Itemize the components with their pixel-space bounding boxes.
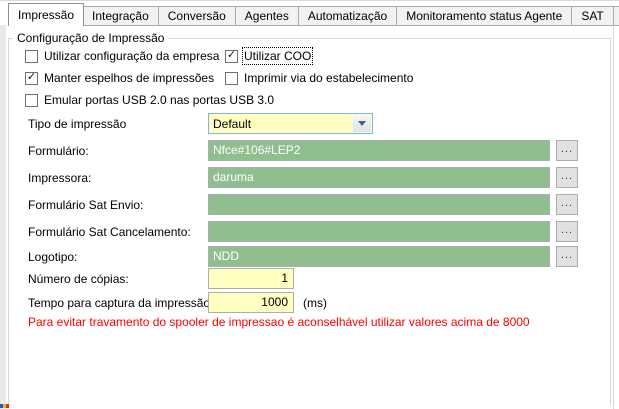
groupbox-title: Configuração de Impressão: [13, 31, 169, 45]
checkbox-icon: ✓: [25, 93, 38, 107]
checkbox-label: Emular portas USB 2.0 nas portas USB 3.0: [44, 93, 275, 107]
tab-agentes[interactable]: Agentes: [235, 6, 299, 26]
logotipo-browse-button[interactable]: ...: [556, 246, 578, 267]
label-logotipo: Logotipo:: [28, 250, 78, 264]
label-formulario-sat-envio: Formulário Sat Envio:: [28, 198, 144, 212]
checkbox-icon: ✓: [25, 49, 38, 63]
impressora-field[interactable]: daruma: [208, 167, 550, 188]
checkbox-icon: ✓: [25, 71, 38, 85]
checkbox-utilizar-coo[interactable]: ✓ Utilizar COO: [225, 47, 314, 65]
tab-page-left-edge: [0, 25, 7, 409]
checkbox-icon: ✓: [225, 71, 238, 85]
tab-integracao[interactable]: Integração: [83, 6, 159, 26]
formulario-sat-envio-browse-button[interactable]: ...: [556, 194, 578, 215]
impressora-browse-button[interactable]: ...: [556, 167, 578, 188]
checkbox-icon: ✓: [225, 49, 238, 63]
checkbox-emular-portas-usb[interactable]: ✓ Emular portas USB 2.0 nas portas USB 3…: [25, 93, 274, 107]
checkbox-label: Imprimir via do estabelecimento: [244, 71, 414, 85]
checkmark-icon: ✓: [26, 71, 37, 83]
checkbox-label: Utilizar configuração da empresa: [44, 49, 220, 63]
label-impressora: Impressora:: [28, 171, 92, 185]
formulario-sat-cancelamento-browse-button[interactable]: ...: [556, 221, 578, 242]
checkbox-label: Manter espelhos de impressões: [44, 71, 215, 85]
formulario-sat-cancelamento-field[interactable]: [208, 221, 550, 242]
formulario-browse-button[interactable]: ...: [556, 140, 578, 161]
label-tempo-captura: Tempo para captura da impressão:: [28, 296, 214, 310]
tab-page-right-edge: [613, 27, 614, 409]
groupbox-configuracao-impressao: Configuração de Impressão: [8, 31, 611, 405]
tab-integrador-mi[interactable]: Integrador MI: [613, 6, 619, 26]
chevron-down-icon: [358, 121, 366, 126]
tab-impressao[interactable]: Impressão: [8, 3, 85, 26]
label-formulario-sat-cancelamento: Formulário Sat Cancelamento:: [28, 225, 191, 239]
tipo-de-impressao-combobox[interactable]: Default: [208, 113, 373, 134]
label-tipo-de-impressao: Tipo de impressão: [28, 117, 127, 131]
tempo-captura-input[interactable]: 1000: [208, 292, 294, 313]
formulario-sat-envio-field[interactable]: [208, 194, 550, 215]
checkbox-label: Utilizar COO: [241, 47, 314, 65]
label-numero-de-copias: Número de cópias:: [28, 272, 129, 286]
numero-de-copias-input[interactable]: 1: [208, 268, 294, 289]
combobox-selected-value: Default: [213, 116, 252, 131]
checkbox-manter-espelhos[interactable]: ✓ Manter espelhos de impressões: [25, 71, 214, 85]
spooler-warning-text: Para evitar travamento do spooler de imp…: [28, 315, 530, 329]
tab-conversao[interactable]: Conversão: [158, 6, 236, 26]
checkbox-utilizar-configuracao-empresa[interactable]: ✓ Utilizar configuração da empresa: [25, 49, 219, 63]
tab-automatizacao[interactable]: Automatização: [298, 6, 398, 26]
formulario-field[interactable]: Nfce#106#LEP2: [208, 140, 550, 161]
tab-sat[interactable]: SAT: [572, 6, 614, 26]
combobox-dropdown-button[interactable]: [353, 115, 371, 132]
corner-artifact: [0, 404, 9, 408]
tab-strip: Impressão Integração Conversão Agentes A…: [8, 3, 619, 26]
checkbox-imprimir-via-estabelecimento[interactable]: ✓ Imprimir via do estabelecimento: [225, 71, 413, 85]
checkmark-icon: ✓: [226, 49, 237, 61]
tempo-captura-unit-label: (ms): [303, 296, 327, 310]
label-formulario: Formulário:: [28, 144, 89, 158]
logotipo-field[interactable]: NDD: [208, 246, 550, 267]
tab-monitoramento-status-agente[interactable]: Monitoramento status Agente: [397, 6, 573, 26]
